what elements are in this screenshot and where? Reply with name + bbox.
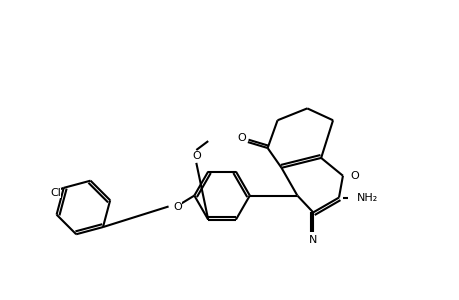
Text: O: O [191, 151, 200, 161]
Text: N: N [308, 235, 317, 245]
Text: O: O [173, 202, 182, 212]
Text: NH₂: NH₂ [356, 193, 377, 202]
Text: O: O [237, 133, 246, 143]
Text: Cl: Cl [50, 188, 61, 198]
Text: O: O [350, 171, 359, 181]
